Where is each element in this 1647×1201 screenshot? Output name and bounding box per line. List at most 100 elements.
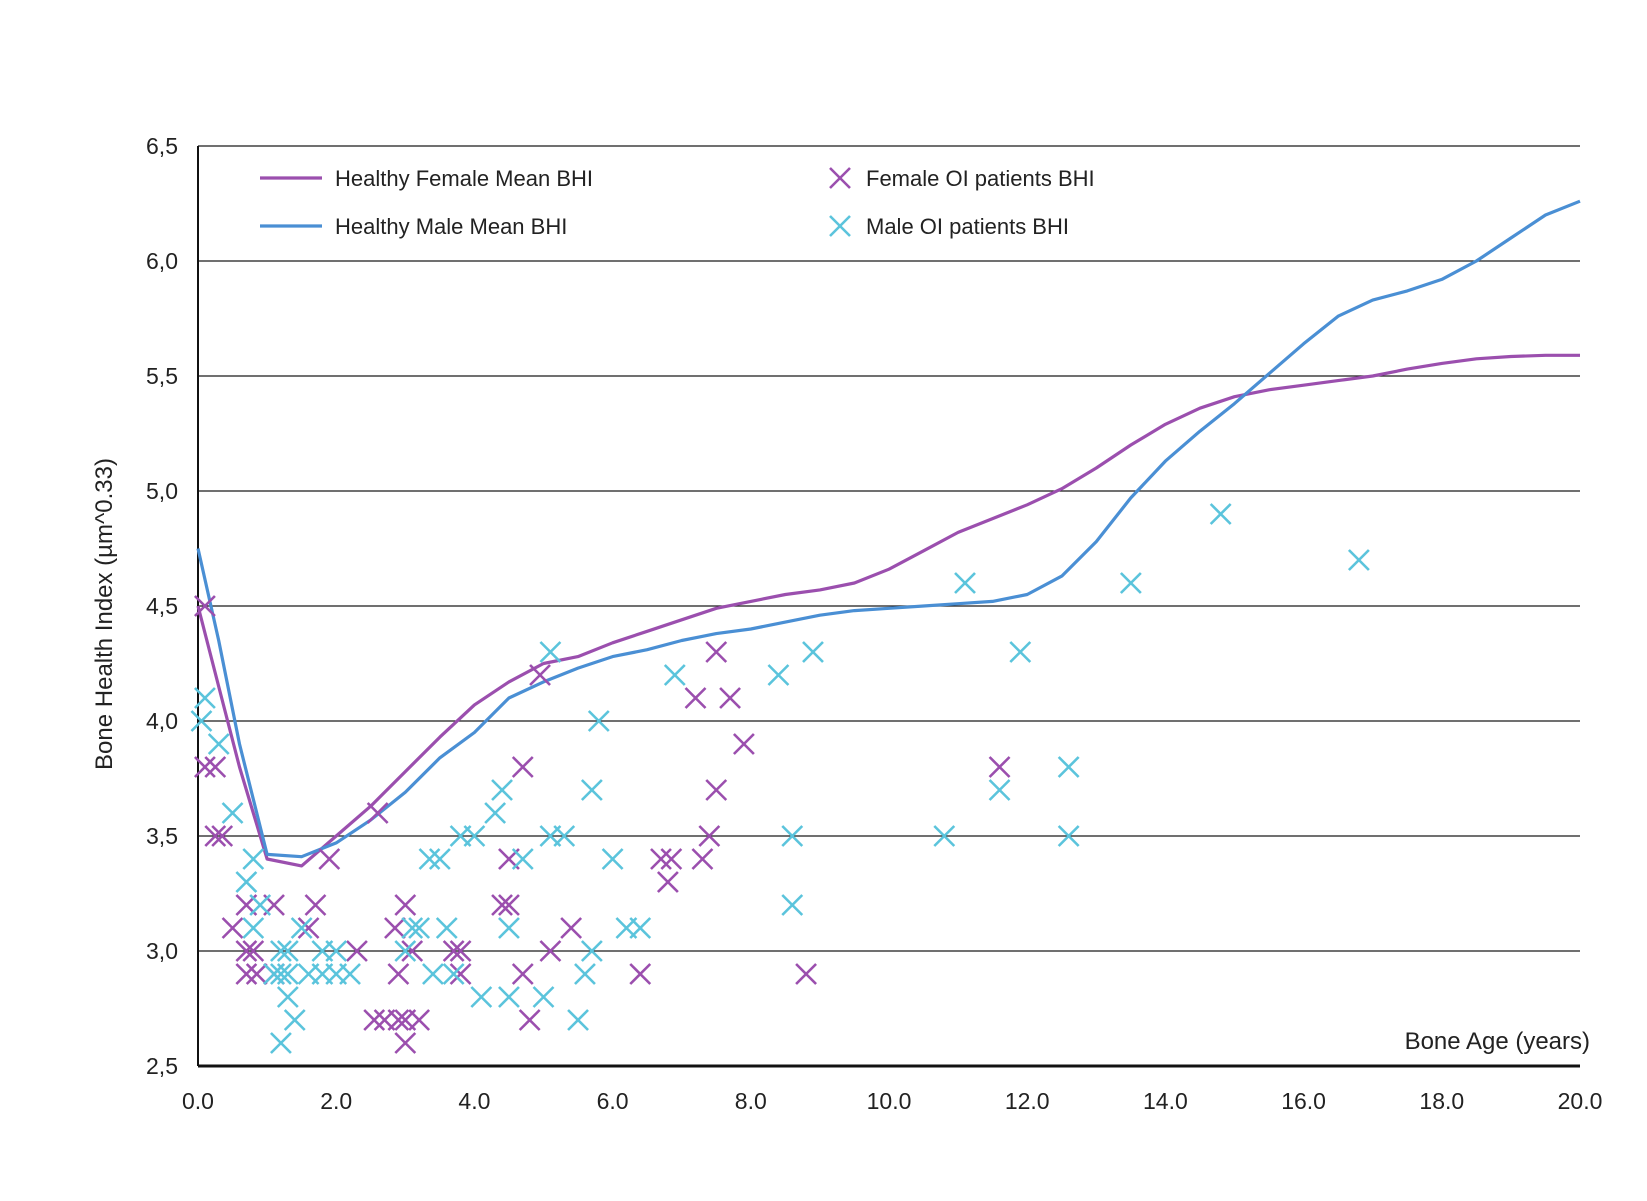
female-point-stroke bbox=[245, 963, 268, 985]
female-point bbox=[204, 756, 227, 778]
female-point bbox=[245, 963, 268, 985]
male-point bbox=[1347, 549, 1370, 571]
x-tick-label: 8.0 bbox=[735, 1088, 767, 1114]
legend-label: Female OI patients BHI bbox=[866, 166, 1095, 191]
male-point-stroke bbox=[325, 940, 348, 962]
female-point bbox=[691, 848, 714, 870]
legend-cross-swatch bbox=[829, 167, 851, 189]
female-point-stroke bbox=[518, 1009, 541, 1031]
male-point bbox=[580, 779, 603, 801]
male-point-stroke bbox=[235, 871, 258, 893]
male-point-stroke bbox=[767, 664, 790, 686]
female-point-stroke bbox=[719, 687, 741, 709]
female-point-stroke bbox=[691, 848, 714, 870]
y-tick-label: 5,0 bbox=[146, 478, 178, 504]
male-point-stroke bbox=[580, 779, 603, 801]
female-point-stroke bbox=[650, 848, 672, 870]
male-point-stroke bbox=[781, 825, 804, 847]
patient-points bbox=[190, 503, 1370, 1054]
male-point bbox=[988, 779, 1011, 801]
x-tick-label: 12.0 bbox=[1005, 1088, 1050, 1114]
female-point bbox=[408, 1009, 431, 1031]
female-point-stroke bbox=[491, 894, 513, 916]
male-point-stroke bbox=[394, 940, 417, 962]
male-point bbox=[463, 825, 486, 847]
male-point-stroke bbox=[1057, 756, 1080, 778]
male-point-stroke bbox=[221, 802, 244, 824]
male-point bbox=[574, 963, 596, 985]
male-point bbox=[339, 963, 361, 985]
female-point-stroke bbox=[498, 894, 520, 916]
female-point bbox=[363, 1009, 386, 1031]
female-point-stroke bbox=[629, 963, 652, 985]
male-point-stroke bbox=[270, 963, 292, 985]
male-point-stroke bbox=[933, 825, 956, 847]
female-point-stroke bbox=[366, 802, 389, 824]
female-point-stroke bbox=[560, 917, 583, 939]
y-tick-label: 3,5 bbox=[146, 823, 178, 849]
male-point bbox=[470, 986, 493, 1008]
male-point-stroke bbox=[290, 917, 313, 939]
female-point-stroke bbox=[732, 733, 755, 755]
female-point bbox=[221, 917, 244, 939]
male-point-stroke bbox=[1119, 572, 1142, 594]
female-point bbox=[366, 802, 389, 824]
legend-label: Male OI patients BHI bbox=[866, 214, 1069, 239]
female-point-stroke bbox=[660, 848, 683, 870]
male-point bbox=[1009, 641, 1032, 663]
female-point-stroke bbox=[235, 940, 258, 962]
male-point-stroke bbox=[781, 894, 804, 916]
male-point-stroke bbox=[511, 848, 534, 870]
legend-female-mean: Healthy Female Mean BHI bbox=[260, 166, 593, 191]
female-point-stroke bbox=[442, 940, 465, 962]
x-tick-label: 6.0 bbox=[597, 1088, 629, 1114]
male-point bbox=[1057, 825, 1080, 847]
female-point-stroke bbox=[394, 1032, 417, 1054]
male-point-stroke bbox=[283, 1009, 306, 1031]
male-point-stroke bbox=[418, 848, 441, 870]
male-point bbox=[221, 802, 244, 824]
female-point bbox=[297, 917, 320, 939]
female-point-stroke bbox=[204, 825, 227, 847]
female-point bbox=[235, 940, 258, 962]
male-point-stroke bbox=[408, 917, 431, 939]
female-point-stroke bbox=[684, 687, 707, 709]
male-point-stroke bbox=[954, 572, 976, 594]
male-point-stroke bbox=[249, 894, 272, 916]
male-point-stroke bbox=[484, 802, 507, 824]
male-point bbox=[190, 710, 213, 732]
male-mean-line bbox=[196, 199, 1581, 859]
male-point-stroke bbox=[539, 641, 562, 663]
male-point bbox=[290, 917, 313, 939]
y-axis-title: Bone Health Index (µm^0.33) bbox=[91, 458, 118, 770]
male-point-stroke bbox=[802, 641, 824, 663]
x-tick-label: 16.0 bbox=[1281, 1088, 1326, 1114]
female-point-stroke bbox=[242, 940, 265, 962]
male-point bbox=[802, 641, 824, 663]
male-point bbox=[781, 825, 804, 847]
male-point bbox=[484, 802, 507, 824]
male-point bbox=[601, 848, 624, 870]
male-point bbox=[283, 1009, 306, 1031]
female-point-stroke bbox=[346, 940, 368, 962]
female-point-stroke bbox=[193, 756, 216, 778]
male-point bbox=[629, 917, 652, 939]
male-point bbox=[276, 963, 299, 985]
male-point-stroke bbox=[1009, 641, 1032, 663]
male-point-stroke bbox=[1057, 825, 1080, 847]
female-point bbox=[660, 848, 683, 870]
y-tick-label: 2,5 bbox=[146, 1053, 178, 1079]
male-point-stroke bbox=[463, 825, 486, 847]
tick-labels: 2,5 3,0 3,5 4,0 4,5 5,0 5,5 6,0 6,5 0.0 2.0 4.0 6.0 8… bbox=[146, 133, 1602, 1114]
female-mean-line bbox=[196, 353, 1580, 868]
male-point bbox=[401, 917, 424, 939]
male-point bbox=[491, 779, 513, 801]
male-point-stroke bbox=[276, 940, 299, 962]
male-point bbox=[663, 664, 686, 686]
male-point bbox=[270, 963, 292, 985]
male-point bbox=[1057, 756, 1080, 778]
male-point bbox=[408, 917, 431, 939]
male-point bbox=[781, 894, 804, 916]
male-point bbox=[235, 871, 258, 893]
x-tick-label: 18.0 bbox=[1419, 1088, 1464, 1114]
